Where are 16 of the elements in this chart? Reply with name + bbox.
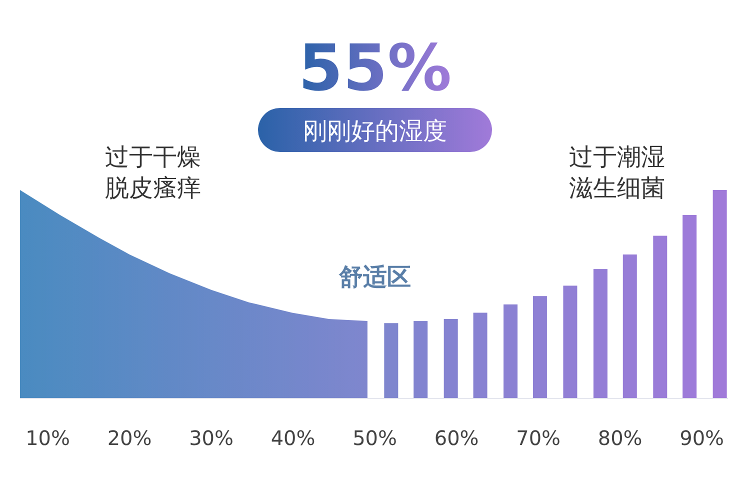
x-tick-label: 30%: [189, 426, 234, 450]
x-tick-label: 90%: [680, 426, 724, 450]
text: 过于潮湿: [569, 143, 665, 171]
chart-title: 55%: [298, 32, 452, 106]
x-tick-label: 20%: [107, 426, 152, 450]
x-tick-label: 10%: [26, 426, 70, 450]
x-tick-label: 40%: [270, 426, 316, 450]
x-tick-label: 70%: [516, 426, 561, 450]
annotation: 脱皮瘙痒: [105, 174, 201, 202]
x-tick-label: 60%: [434, 426, 479, 450]
text: 过于干燥: [105, 143, 201, 171]
annotation: 滋生细菌: [569, 174, 665, 202]
annotation: 舒适区: [338, 263, 411, 291]
chart-subtitle: 刚刚好的湿度: [303, 117, 447, 145]
x-tick-label: 50%: [352, 426, 398, 450]
x-tick-label: 80%: [598, 426, 642, 450]
